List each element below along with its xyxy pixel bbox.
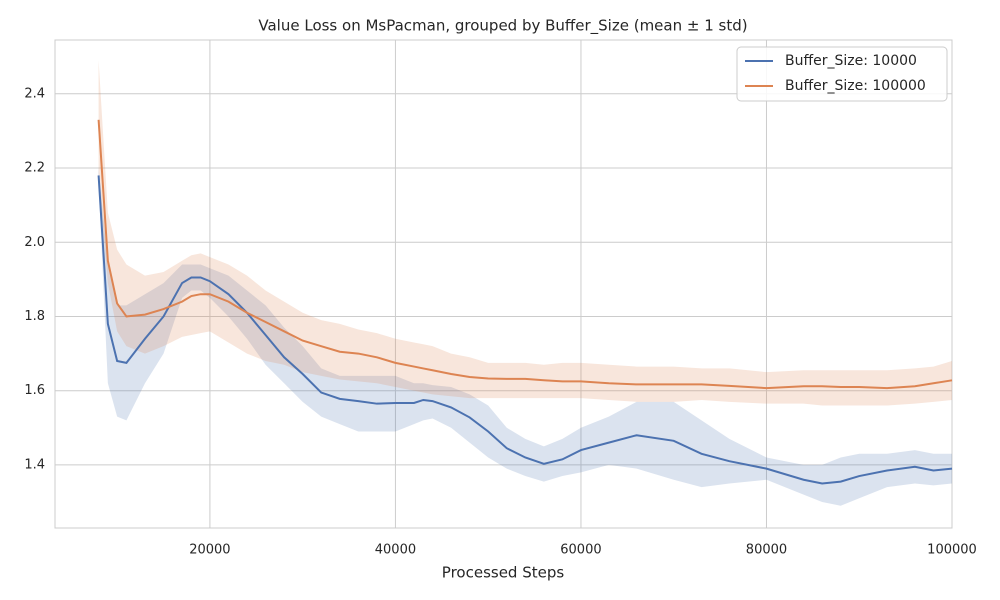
- y-tick-label: 1.4: [24, 457, 45, 472]
- line: [97, 119, 953, 390]
- x-tick-label: 20000: [189, 543, 230, 558]
- y-tick-label: 2.2: [24, 161, 45, 176]
- y-tick-label: 1.8: [24, 309, 45, 324]
- x-tick-label: 80000: [746, 543, 787, 558]
- x-tick-label: 40000: [375, 543, 416, 558]
- legend-box: [736, 46, 948, 102]
- x-tick-label: 60000: [560, 543, 601, 558]
- y-tick-label: 2.0: [24, 235, 45, 250]
- chart-title: Value Loss on MsPacman, grouped by Buffe…: [258, 17, 747, 36]
- x-axis-label: Processed Steps: [442, 564, 565, 582]
- std-band: [98, 168, 953, 506]
- legend-label: Buffer_Size: 100000: [785, 78, 926, 94]
- y-tick-label: 1.6: [24, 383, 45, 398]
- legend-label: Buffer_Size: 10000: [785, 53, 917, 69]
- x-tick-label: 100000: [927, 543, 977, 558]
- std-band: [98, 60, 953, 406]
- line: [97, 175, 953, 485]
- y-tick-label: 2.4: [24, 86, 45, 101]
- plot-frame: [54, 39, 953, 529]
